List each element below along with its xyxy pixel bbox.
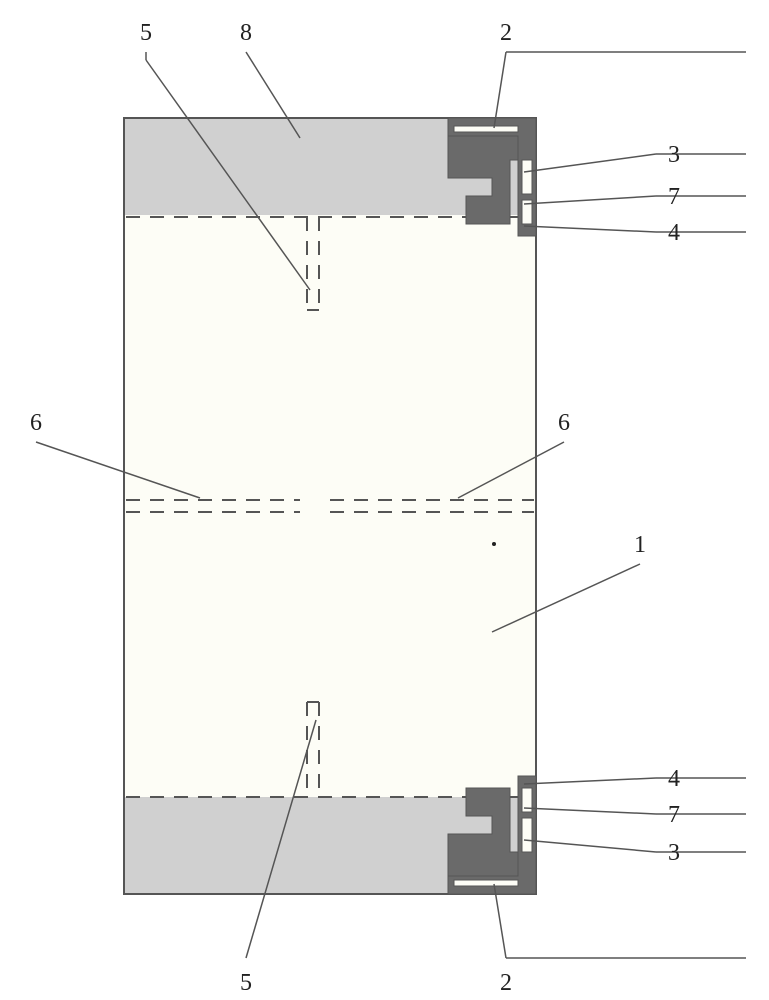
corner-top-slot-0 (454, 126, 518, 132)
callout-leader (524, 196, 656, 204)
callout-2-2: 2 (494, 20, 746, 128)
callout-label-text: 5 (140, 20, 152, 46)
callout-leader (524, 778, 656, 784)
corner-top-slot-1 (522, 160, 532, 194)
callout-label-text: 7 (668, 802, 680, 828)
callout-3-3: 3 (524, 142, 746, 172)
figure-container: 8 5 2 3 7 4 6 6 1 4 7 3 2 5 (0, 0, 769, 1000)
corner-bot-slot-1 (522, 818, 532, 852)
corner-bot-slot-0 (454, 880, 518, 886)
callout-4-9: 4 (524, 766, 746, 792)
callout-7-4: 7 (524, 184, 746, 210)
callout-label-text: 5 (240, 970, 252, 996)
callout-label-text: 2 (500, 20, 512, 46)
callout-label-text: 4 (668, 766, 680, 792)
callout-leader (524, 840, 656, 852)
main-body-fill (124, 118, 536, 894)
callout-label-text: 3 (668, 142, 680, 168)
figure-svg: 8 5 2 3 7 4 6 6 1 4 7 3 2 5 (0, 0, 769, 1000)
callout-7-10: 7 (524, 802, 746, 828)
callout-4-5: 4 (524, 220, 746, 246)
callout-3-11: 3 (524, 840, 746, 866)
callout-leader (494, 52, 506, 128)
callout-label-text: 1 (634, 532, 646, 558)
callout-2-12: 2 (494, 884, 746, 996)
ref-dot (492, 542, 496, 546)
callout-leader (524, 154, 656, 172)
callout-label-text: 2 (500, 970, 512, 996)
callout-label-text: 6 (30, 410, 42, 436)
callout-label-text: 4 (668, 220, 680, 246)
callout-label-text: 8 (240, 20, 252, 46)
callout-leader (524, 226, 656, 232)
callout-leader (494, 884, 506, 958)
callout-label-text: 6 (558, 410, 570, 436)
callout-label-text: 7 (668, 184, 680, 210)
callout-leader (524, 808, 656, 814)
callout-label-text: 3 (668, 840, 680, 866)
